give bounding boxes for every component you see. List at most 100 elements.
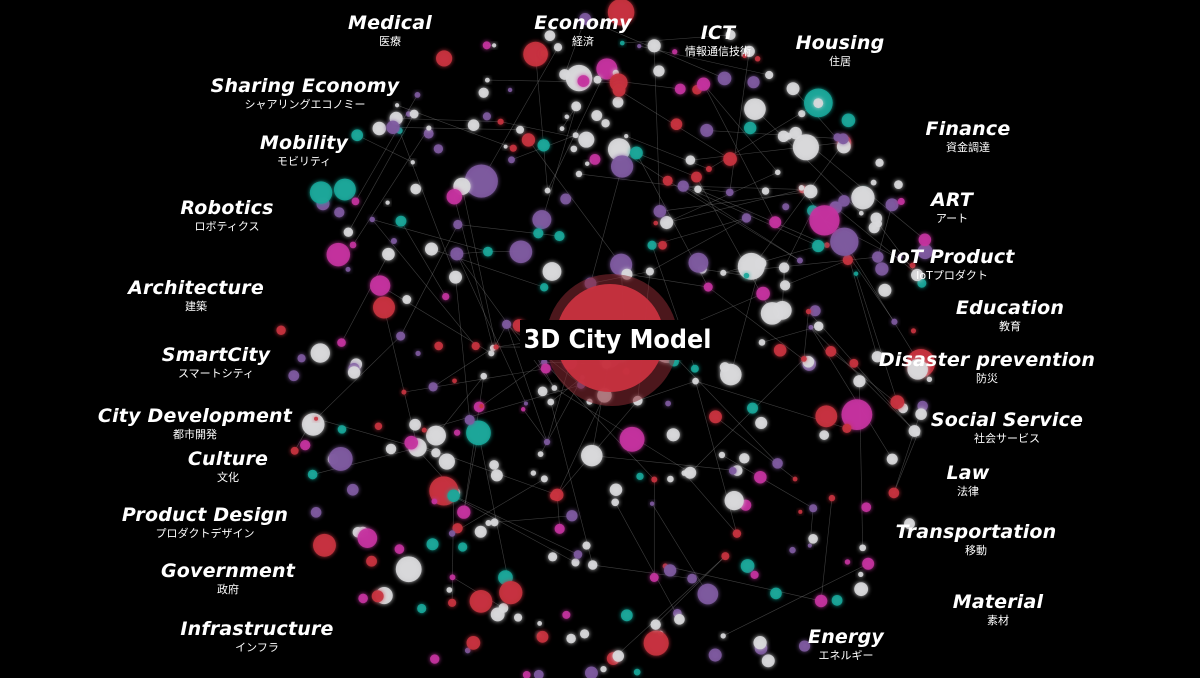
graph-edge (723, 563, 869, 637)
graph-edge (564, 18, 586, 75)
graph-node (313, 533, 336, 557)
graph-edge (461, 186, 497, 348)
graph-node (482, 112, 491, 121)
graph-edge (312, 448, 415, 475)
graph-edge (400, 224, 459, 337)
graph-node (551, 385, 558, 391)
label-disaster-prevention-jp: 防災 (976, 372, 998, 385)
label-art: ART アート (931, 191, 973, 225)
label-government-en: Government (160, 560, 296, 582)
graph-node (870, 179, 877, 186)
graph-node (351, 129, 364, 142)
graph-node (918, 233, 932, 247)
graph-edge (689, 358, 805, 473)
graph-node (409, 418, 421, 431)
graph-node (469, 589, 493, 613)
graph-node (572, 132, 579, 139)
graph-node (779, 280, 791, 291)
graph-node (562, 610, 571, 619)
graph-edge (443, 490, 579, 555)
graph-node (838, 195, 850, 207)
graph-node (872, 251, 884, 263)
graph-node (725, 29, 736, 40)
graph-node (559, 126, 565, 132)
label-mobility: Mobility モビリティ (260, 134, 348, 168)
graph-edge (803, 311, 809, 359)
graph-node (489, 460, 499, 470)
graph-node (607, 138, 631, 161)
graph-node (761, 187, 770, 195)
graph-node (570, 145, 578, 153)
label-social-service: Social Service 社会サービス (931, 411, 1083, 445)
graph-node (533, 669, 544, 678)
label-energy-en: Energy (808, 626, 884, 648)
graph-node (645, 267, 654, 276)
graph-node (582, 541, 591, 550)
graph-node (457, 505, 471, 519)
label-government: Government 政府 (160, 560, 296, 596)
graph-node (718, 451, 726, 459)
graph-node (382, 247, 395, 261)
graph-node (415, 350, 421, 356)
graph-node (554, 523, 565, 534)
graph-node (431, 448, 441, 458)
graph-node (431, 498, 438, 505)
graph-node (756, 286, 770, 301)
graph-node (703, 282, 713, 292)
graph-node (720, 633, 726, 639)
graph-node (372, 121, 387, 136)
graph-node (649, 501, 655, 506)
graph-node (854, 582, 869, 597)
graph-node (808, 324, 814, 330)
graph-node (390, 237, 397, 245)
graph-edge (400, 220, 446, 297)
graph-edge (723, 245, 819, 274)
graph-edge (528, 139, 622, 265)
graph-node (542, 262, 562, 281)
graph-node (809, 504, 818, 513)
graph-node (742, 53, 747, 59)
graph-node (624, 134, 629, 139)
graph-node (841, 399, 873, 431)
graph-node (301, 413, 325, 436)
graph-node (540, 475, 548, 483)
graph-edge (500, 121, 587, 140)
graph-node (663, 564, 677, 577)
graph-node (917, 243, 933, 260)
graph-node (612, 96, 624, 108)
graph-node (777, 130, 790, 143)
graph-edge (578, 173, 730, 193)
label-transportation-en: Transportation (895, 521, 1057, 543)
graph-edge (626, 135, 710, 170)
graph-edge (478, 432, 512, 593)
graph-node (447, 489, 460, 503)
graph-edge (695, 381, 738, 534)
graph-node (288, 370, 300, 382)
graph-node (351, 197, 360, 206)
graph-node (548, 552, 558, 562)
graph-node (792, 134, 819, 161)
graph-node (853, 375, 866, 388)
graph-node (464, 164, 498, 198)
graph-edge (613, 555, 726, 659)
label-medical-jp: 医療 (379, 35, 401, 48)
graph-edge (820, 498, 833, 602)
graph-node (426, 425, 446, 446)
graph-edge (451, 478, 545, 534)
graph-node (371, 590, 384, 603)
graph-node (888, 487, 900, 499)
graph-node (647, 39, 661, 53)
graph-node (885, 198, 899, 212)
graph-node (600, 666, 607, 673)
graph-node (566, 510, 578, 522)
graph-node (868, 222, 880, 234)
graph-node (696, 77, 711, 91)
graph-node (428, 382, 438, 392)
label-material-jp: 素材 (986, 614, 1009, 627)
label-city-development-jp: 都市開発 (172, 428, 217, 441)
graph-edge (396, 118, 501, 123)
graph-node (417, 603, 427, 614)
graph-node (366, 555, 377, 567)
graph-node (309, 181, 333, 204)
graph-node (409, 109, 419, 119)
